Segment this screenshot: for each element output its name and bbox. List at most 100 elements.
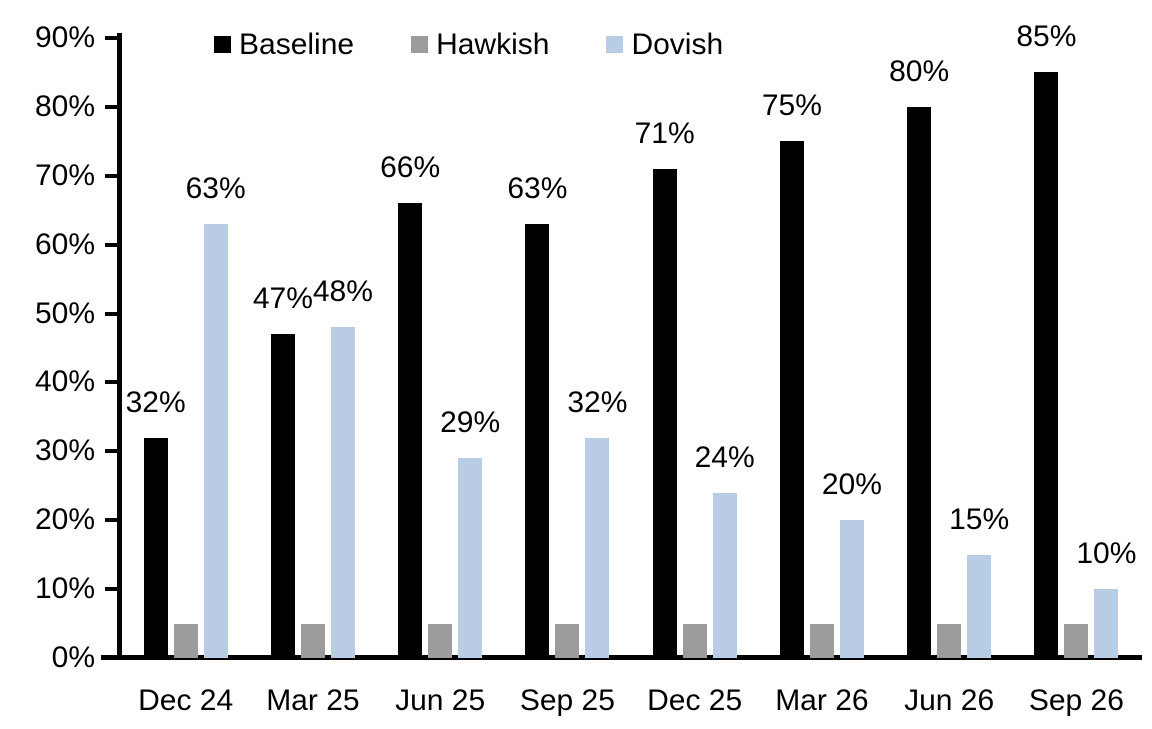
bar-slot [682,38,707,658]
bar-dovish: 10% [1076,539,1136,658]
bar-value-label: 85% [1016,20,1077,54]
x-category-label: Jun 26 [904,684,995,717]
y-axis-line [117,33,122,660]
bar-hawkish [1064,623,1089,658]
bar-group-sep-25: 63% 32% [504,38,631,658]
bar-dovish: 20% [822,470,882,658]
bar-value-label: 24% [694,440,755,474]
bar-slot [1064,38,1089,658]
y-tick-label: 50% [34,296,95,330]
bar-slot [809,38,834,658]
legend-label: Baseline [239,28,355,61]
bar-value-label: 80% [889,54,950,88]
bar-value-label: 32% [567,385,628,419]
bar-value-label: 15% [949,502,1010,536]
bar-baseline: 71% [635,118,695,658]
bar-hawkish [428,623,453,658]
y-tick-label: 80% [34,89,95,123]
bar-value-label: 47% [252,282,313,316]
y-axis-tick [105,449,117,454]
plot-area: 32% 63% 47% 48% 66% 29% 63% 32% 71% 24% 75% 20% 80% 1… [122,22,1140,658]
y-axis-tick [105,380,117,385]
bar-slot: 29% [440,38,500,658]
x-category-label: Dec 24 [138,684,234,717]
x-category-label: Dec 25 [647,684,743,717]
bar-slot [300,38,325,658]
x-category-label: Mar 26 [775,684,869,717]
bar-slot: 80% [889,38,949,658]
x-category-label: Sep 26 [1028,684,1124,717]
bar-hawkish [173,623,198,658]
y-tick-label: 70% [34,158,95,192]
y-tick-label: 40% [34,365,95,399]
y-tick-label: 60% [34,227,95,261]
y-tick-label: 0% [51,641,95,674]
y-axis-tick [105,518,117,523]
bar-hawkish [555,623,580,658]
bar-dovish: 24% [695,442,755,658]
x-category-label: Sep 25 [519,684,615,717]
bar-slot: 85% [1016,22,1076,658]
bar-value-label: 66% [380,151,441,185]
legend-item-dovish: Dovish [606,28,723,61]
y-axis-tick [105,311,117,316]
bar-hawkish [682,623,707,658]
bar-baseline: 85% [1016,22,1076,658]
bar-value-label: 10% [1076,537,1137,571]
bar-value-label: 63% [507,172,568,205]
bar-baseline: 32% [126,387,186,658]
legend-label: Hawkish [436,28,550,61]
bar-group-dec-24: 32% 63% [122,38,249,658]
bar-slot: 10% [1076,38,1136,658]
legend-swatch-icon [214,36,231,53]
bar-hawkish [937,623,962,658]
bar-slot: 75% [762,38,822,658]
bar-slot: 48% [313,38,373,658]
legend-item-baseline: Baseline [214,28,354,61]
bar-baseline: 47% [253,284,313,658]
bar-dovish: 48% [313,277,373,658]
x-category-label: Jun 25 [395,684,486,717]
bar-baseline: 63% [507,174,567,658]
chart-legend: Baseline Hawkish Dovish [214,28,723,61]
bar-slot: 63% [186,38,246,658]
bar-dovish: 15% [949,504,1009,658]
legend-item-hawkish: Hawkish [411,28,549,61]
y-tick-label: 90% [34,21,95,54]
legend-label: Dovish [631,28,724,61]
bar-slot [428,38,453,658]
y-tick-label: 20% [34,503,95,537]
bar-value-label: 71% [634,116,695,150]
bar-slot: 66% [380,38,440,658]
bar-dovish: 29% [440,408,500,658]
y-tick-label: 10% [34,572,95,606]
x-category-label: Mar 25 [266,684,360,717]
legend-swatch-icon [411,36,429,53]
bar-baseline: 80% [889,56,949,658]
bar-value-label: 29% [440,406,501,440]
bar-slot: 47% [253,38,313,658]
bar-value-label: 75% [761,89,822,123]
bar-slot: 63% [507,38,567,658]
bar-dovish: 32% [567,387,627,658]
legend-swatch-icon [606,36,624,53]
bar-slot: 20% [822,38,882,658]
bar-slot: 15% [949,38,1009,658]
bar-value-label: 32% [125,385,186,419]
y-axis-tick [105,173,117,178]
x-axis-labels: Dec 24 Mar 25 Jun 25 Sep 25 Dec 25 Mar 26 Jun … [122,683,1140,721]
bar-group-dec-25: 71% 24% [631,38,758,658]
bar-slot [173,38,198,658]
bar-group-sep-26: 85% 10% [1013,22,1140,658]
bar-slot [555,38,580,658]
y-axis-tick [105,36,117,40]
x-axis-line [101,655,1142,660]
bar-value-label: 48% [312,275,373,309]
bar-group-jun-25: 66% 29% [377,38,504,658]
bar-baseline: 75% [762,91,822,658]
y-tick-label: 30% [34,434,95,468]
bar-dovish: 63% [186,174,246,658]
bar-slot: 32% [126,38,186,658]
bar-slot: 71% [635,38,695,658]
